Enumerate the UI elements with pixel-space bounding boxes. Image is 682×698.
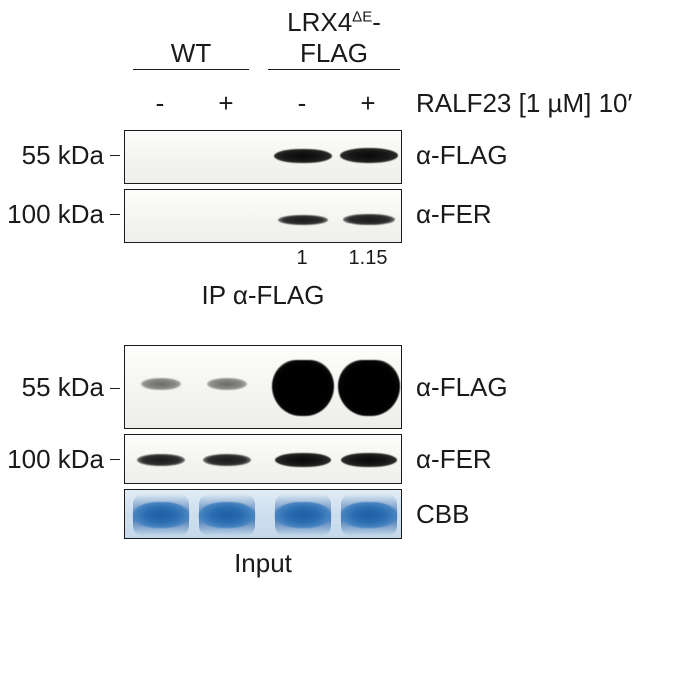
cbb-band-lane1 (133, 502, 189, 528)
band-fer-input-lane4 (341, 453, 397, 467)
header-lrx4-line1: LRX4ΔE- (268, 7, 400, 38)
cbb-band-lane3 (275, 502, 331, 528)
band-fer-input-lane1 (137, 454, 185, 466)
band-fer-input-lane2 (203, 454, 251, 466)
label-fer-input: α-FER (416, 444, 492, 475)
blot-fer-ip (124, 189, 402, 243)
input-title: Input (124, 548, 402, 579)
quant-lane4: 1.15 (346, 247, 390, 270)
mw-tick-55-top (110, 155, 120, 156)
blot-cbb (124, 489, 402, 539)
label-cbb: CBB (416, 499, 469, 530)
band-fer-ip-lane3 (278, 215, 328, 225)
band-flag-ip-lane3 (274, 149, 332, 163)
treat-lane4: + (353, 88, 383, 119)
band-flag-input-lane1 (141, 378, 181, 390)
mw-100-bottom: 100 kDa (4, 444, 104, 475)
label-flag-ip: α-FLAG (416, 140, 508, 171)
header-lrx4-superscript: ΔE (352, 8, 372, 25)
treat-lane3: - (287, 88, 317, 119)
mw-tick-55-bottom (110, 388, 120, 389)
treat-lane2: + (211, 88, 241, 119)
band-flag-input-lane2 (207, 378, 247, 390)
treat-lane1: - (145, 88, 175, 119)
header-wt: WT (133, 38, 249, 69)
header-lrx4-line2: FLAG (268, 38, 400, 69)
band-flag-input-lane3 (272, 360, 334, 416)
band-flag-input-lane4 (338, 360, 400, 416)
blot-fer-input (124, 434, 402, 484)
mw-tick-100-top (110, 214, 120, 215)
mw-55-bottom: 55 kDa (4, 372, 104, 403)
blot-flag-input (124, 345, 402, 429)
ip-title: IP α-FLAG (124, 280, 402, 311)
band-fer-ip-lane4 (343, 214, 395, 225)
mw-55-top: 55 kDa (4, 140, 104, 171)
cbb-band-lane4 (341, 502, 397, 528)
band-fer-input-lane3 (275, 453, 331, 467)
quant-lane3: 1 (288, 247, 316, 270)
cbb-band-lane2 (199, 502, 255, 528)
mw-100-top: 100 kDa (4, 199, 104, 230)
label-fer-ip: α-FER (416, 199, 492, 230)
group-bar-flag (268, 69, 400, 70)
band-flag-ip-lane4 (340, 148, 398, 163)
label-flag-input: α-FLAG (416, 372, 508, 403)
group-bar-wt (133, 69, 249, 70)
figure-container: LRX4ΔE- WT FLAG - + - + RALF23 [1 µM] 10… (0, 0, 682, 698)
treatment-caption: RALF23 [1 µM] 10′ (416, 88, 676, 119)
mw-tick-100-bottom (110, 459, 120, 460)
blot-flag-ip (124, 130, 402, 184)
